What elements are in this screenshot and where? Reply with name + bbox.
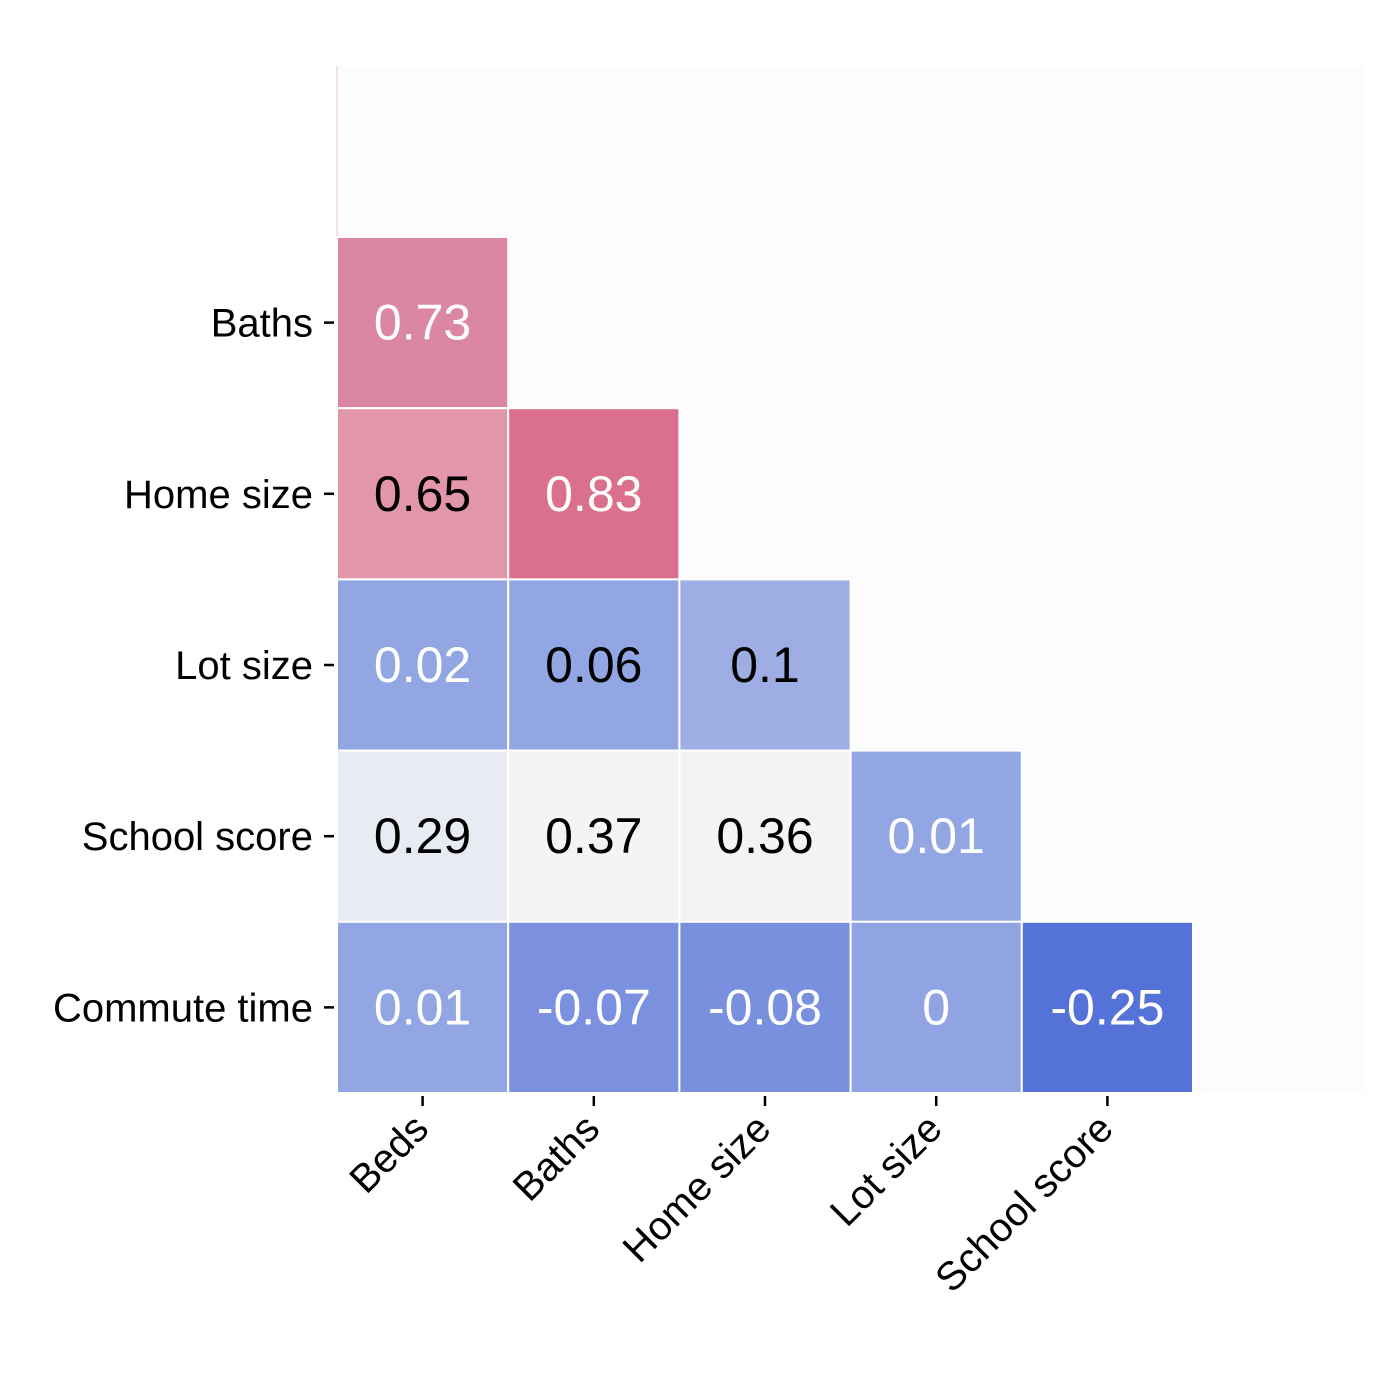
- x-tick-label-school-score: School score: [927, 1106, 1122, 1301]
- heatmap-cell-lot-size-beds: [336, 578, 510, 752]
- cell-value-home-size-baths: 0.83: [545, 466, 642, 522]
- heatmap-cell-lot-size-baths: [507, 578, 681, 752]
- cell-value-school-score-beds: 0.29: [374, 808, 471, 864]
- heatmap-cell-commute-time-home-size: [678, 920, 852, 1094]
- y-tick-label-home-size: Home size: [124, 473, 313, 517]
- cell-value-commute-time-school-score: -0.25: [1050, 979, 1164, 1035]
- cell-value-commute-time-beds: 0.01: [374, 979, 471, 1035]
- cell-value-commute-time-home-size: -0.08: [708, 979, 822, 1035]
- heatmap-cell-school-score-lot-size: [849, 749, 1023, 923]
- cell-value-lot-size-baths: 0.06: [545, 637, 642, 693]
- cell-value-school-score-baths: 0.37: [545, 808, 642, 864]
- cell-value-home-size-beds: 0.65: [374, 466, 471, 522]
- y-tick-label-baths: Baths: [211, 302, 313, 346]
- x-tick-label-baths: Baths: [505, 1106, 608, 1209]
- heatmap-cell-school-score-home-size: [678, 749, 852, 923]
- cell-value-baths-beds: 0.73: [374, 295, 471, 351]
- heatmap-cell-lot-size-home-size: [678, 578, 852, 752]
- y-tick-label-lot-size: Lot size: [175, 644, 313, 688]
- heatmap-cell-commute-time-beds: [336, 920, 510, 1094]
- cell-value-commute-time-baths: -0.07: [537, 979, 651, 1035]
- cell-value-lot-size-home-size: 0.1: [730, 637, 800, 693]
- y-tick-label-school-score: School score: [82, 815, 313, 859]
- cell-value-commute-time-lot-size: 0: [922, 979, 950, 1035]
- cell-value-school-score-home-size: 0.36: [716, 808, 813, 864]
- heatmap-cell-commute-time-baths: [507, 920, 681, 1094]
- cell-value-lot-size-beds: 0.02: [374, 637, 471, 693]
- heatmap-cell-home-size-baths: [507, 407, 681, 581]
- heatmap-cell-baths-beds: [336, 236, 510, 410]
- cell-value-school-score-lot-size: 0.01: [888, 808, 985, 864]
- heatmap-cell-commute-time-school-score: [1020, 920, 1194, 1094]
- x-tick-label-beds: Beds: [341, 1106, 437, 1202]
- heatmap-cell-commute-time-lot-size: [849, 920, 1023, 1094]
- x-tick-label-home-size: Home size: [615, 1106, 780, 1271]
- x-tick-label-lot-size: Lot size: [822, 1106, 951, 1235]
- y-tick-label-commute-time: Commute time: [53, 986, 313, 1030]
